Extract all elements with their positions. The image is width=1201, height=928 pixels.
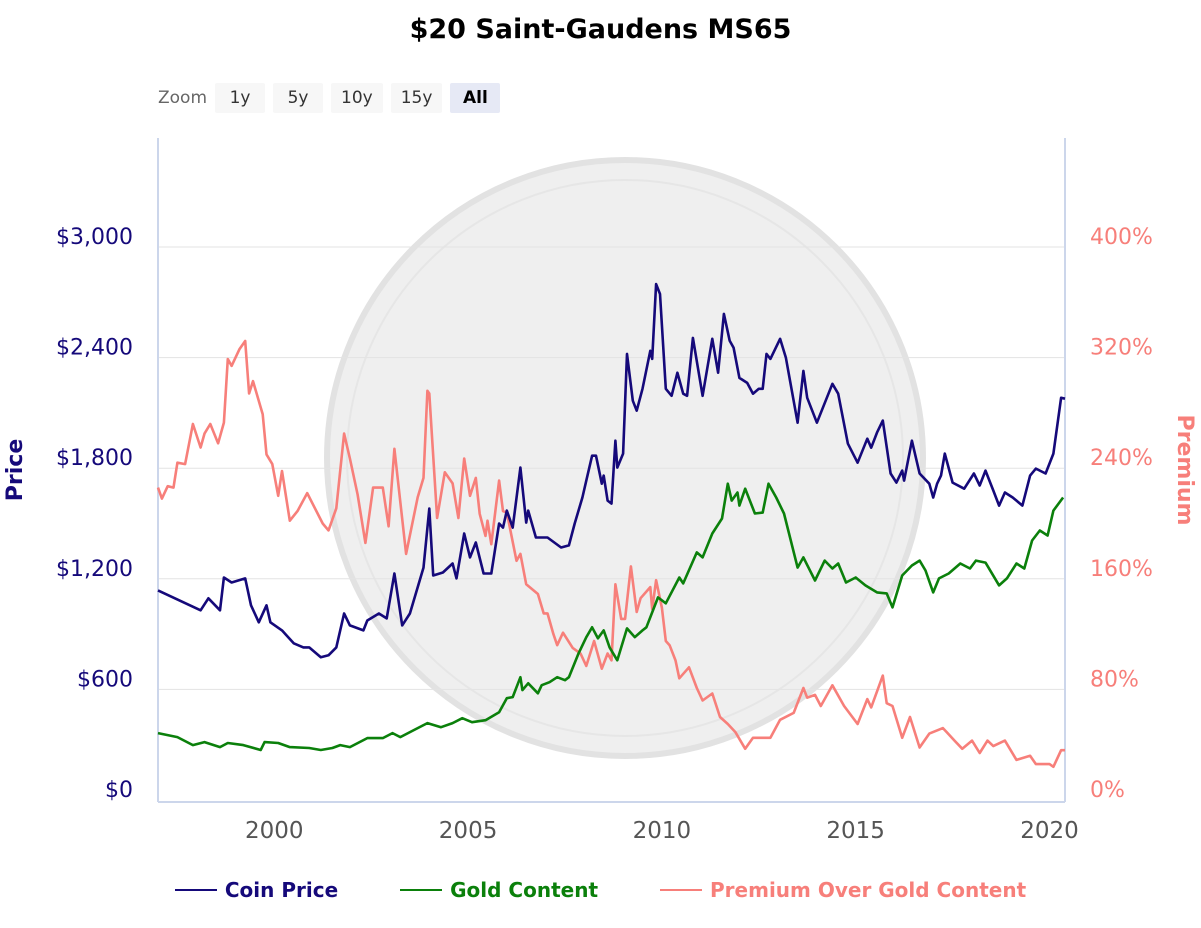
- y-tick-label-right: 400%: [1090, 225, 1153, 250]
- y-tick-label-left: $600: [77, 667, 133, 692]
- y-axis-title-left: Price: [3, 439, 28, 501]
- x-tick-label: 2005: [439, 818, 498, 844]
- legend-item-premium[interactable]: Premium Over Gold Content: [660, 878, 1026, 902]
- legend: Coin Price Gold Content Premium Over Gol…: [0, 878, 1201, 902]
- x-tick-label: 2015: [826, 818, 885, 844]
- legend-item-gold-content[interactable]: Gold Content: [400, 878, 598, 902]
- y-tick-label-right: 0%: [1090, 778, 1125, 803]
- y-tick-label-right: 80%: [1090, 667, 1139, 692]
- coin-watermark-rim: [346, 179, 904, 737]
- y-tick-label-right: 160%: [1090, 557, 1153, 582]
- coin-watermark-icon: [324, 157, 926, 759]
- legend-label: Premium Over Gold Content: [710, 878, 1027, 902]
- y-tick-label-left: $0: [105, 778, 133, 803]
- x-tick-label: 2000: [245, 818, 304, 844]
- zoom-all-button[interactable]: All: [450, 83, 501, 113]
- y-tick-label-left: $1,800: [56, 446, 133, 471]
- legend-label: Gold Content: [450, 878, 599, 902]
- coin-price-line: [157, 282, 1066, 659]
- zoom-10y-button[interactable]: 10y: [331, 83, 383, 113]
- legend-label: Coin Price: [224, 878, 339, 902]
- premium-line: [156, 339, 1065, 769]
- y-tick-label-left: $2,400: [56, 336, 133, 361]
- chart-title: $20 Saint-Gaudens MS65: [409, 14, 792, 45]
- zoom-range-selector: Zoom 1y 5y 10y 15y All: [158, 83, 501, 113]
- zoom-label: Zoom: [158, 88, 208, 108]
- y-tick-label-left: $1,200: [56, 557, 133, 582]
- gold-content-line: [157, 482, 1065, 752]
- legend-swatch: [660, 889, 703, 891]
- x-tick-label: 2010: [633, 818, 692, 844]
- y-axis-title-right: Premium: [1172, 415, 1197, 526]
- legend-item-coin-price[interactable]: Coin Price: [174, 878, 339, 902]
- zoom-1y-button[interactable]: 1y: [215, 83, 266, 113]
- legend-swatch: [174, 889, 217, 891]
- y-tick-label-right: 240%: [1090, 446, 1153, 471]
- zoom-15y-button[interactable]: 15y: [390, 83, 443, 113]
- x-tick-label: 2020: [1020, 818, 1079, 844]
- legend-swatch: [400, 889, 443, 891]
- y-tick-label-right: 320%: [1090, 336, 1153, 361]
- y-tick-label-left: $3,000: [56, 225, 133, 250]
- zoom-5y-button[interactable]: 5y: [273, 83, 324, 113]
